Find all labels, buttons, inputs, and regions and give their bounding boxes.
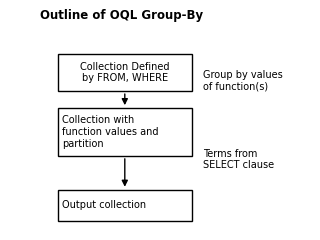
FancyBboxPatch shape	[58, 54, 192, 91]
Text: Output collection: Output collection	[62, 200, 147, 210]
FancyBboxPatch shape	[58, 108, 192, 156]
Text: Collection with
function values and
partition: Collection with function values and part…	[62, 115, 159, 149]
Text: Terms from
SELECT clause: Terms from SELECT clause	[203, 149, 274, 170]
Text: Group by values
of function(s): Group by values of function(s)	[203, 70, 283, 91]
Text: Outline of OQL Group-By: Outline of OQL Group-By	[40, 9, 203, 22]
FancyBboxPatch shape	[58, 190, 192, 221]
Text: Collection Defined
by FROM, WHERE: Collection Defined by FROM, WHERE	[80, 62, 170, 84]
